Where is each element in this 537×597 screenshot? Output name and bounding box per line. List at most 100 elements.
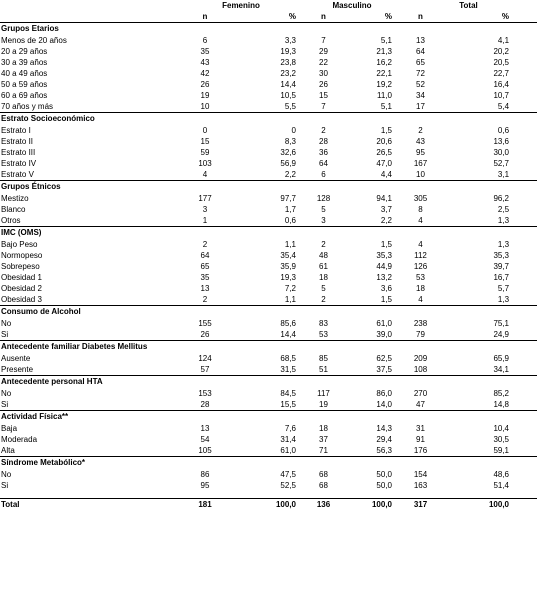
cell-percent: 23,2 bbox=[280, 68, 296, 78]
table-row: 30 a 39 años 43 23,8 22 16,2 65 20,5 bbox=[0, 57, 537, 68]
cell-percent: 0,6 bbox=[284, 215, 296, 225]
table-row: 20 a 29 años 35 19,3 29 21,3 64 20,2 bbox=[0, 46, 537, 57]
table-row: 50 a 59 años 26 14,4 26 19,2 52 16,4 bbox=[0, 79, 537, 90]
cell-n: 7 bbox=[321, 101, 326, 111]
cell-percent: 14,3 bbox=[376, 423, 392, 433]
cell-n: 29 bbox=[319, 46, 328, 56]
cell-percent: 16,7 bbox=[493, 272, 510, 282]
table-row: Moderada 54 31,4 37 29,4 91 30,5 bbox=[0, 434, 537, 445]
section-header-row: Grupos Étnicos bbox=[0, 180, 537, 193]
cell-percent: 20,2 bbox=[493, 46, 510, 56]
cell-percent: 14,0 bbox=[376, 399, 392, 409]
cell-percent: 14,8 bbox=[493, 399, 510, 409]
cell-n: 26 bbox=[319, 79, 328, 89]
table-row: No 86 47,5 68 50,0 154 48,6 bbox=[0, 469, 537, 480]
row-label: 20 a 29 años bbox=[1, 46, 48, 56]
cell-percent: 1,5 bbox=[380, 294, 392, 304]
table-row: Obesidad 3 2 1,1 2 1,5 4 1,3 bbox=[0, 294, 537, 306]
cell-n: 112 bbox=[414, 250, 427, 260]
cell-n: 19 bbox=[319, 399, 328, 409]
table-row: Otros 1 0,6 3 2,2 4 1,3 bbox=[0, 215, 537, 227]
table-row: Estrato IV 103 56,9 64 47,0 167 52,7 bbox=[0, 158, 537, 169]
cell-percent: 52,5 bbox=[280, 480, 296, 490]
section-title: Antecedente personal HTA bbox=[0, 375, 537, 388]
row-label: Si bbox=[1, 480, 9, 490]
cell-percent: 20,6 bbox=[376, 136, 392, 146]
cell-percent: 14,4 bbox=[280, 79, 296, 89]
cell-percent: 85,6 bbox=[280, 318, 296, 328]
header-sub: % bbox=[232, 11, 304, 23]
cell-n: 53 bbox=[319, 329, 328, 339]
cell-percent: 59,1 bbox=[493, 445, 510, 455]
cell-percent: 31,4 bbox=[280, 434, 296, 444]
cell-percent: 62,5 bbox=[376, 353, 392, 363]
cell-n: 6 bbox=[202, 35, 208, 45]
cell-percent: 10,7 bbox=[493, 90, 510, 100]
cell-percent: 11,0 bbox=[377, 90, 392, 100]
cell-percent: 10,4 bbox=[493, 423, 510, 433]
cell-percent: 61,0 bbox=[376, 318, 392, 328]
cell-percent: 19,2 bbox=[376, 79, 392, 89]
cell-percent: 26,5 bbox=[376, 147, 392, 157]
section-header-row: Antecedente personal HTA bbox=[0, 375, 537, 388]
row-label: Obesidad 3 bbox=[1, 294, 42, 304]
section-title: Antecedente familiar Diabetes Mellitus bbox=[0, 340, 537, 353]
cell-percent: 30,0 bbox=[493, 147, 510, 157]
cell-n: 154 bbox=[413, 469, 428, 479]
section-header-row: Síndrome Metabólico* bbox=[0, 456, 537, 469]
cell-percent: 0,6 bbox=[497, 125, 510, 135]
table-row: Obesidad 2 13 7,2 5 3,6 18 5,7 bbox=[0, 283, 537, 294]
cell-percent: 1,3 bbox=[497, 215, 510, 225]
cell-percent: 34,1 bbox=[493, 364, 510, 374]
cell-n: 153 bbox=[198, 388, 212, 398]
table-row: Mestizo 177 97,7 128 94,1 305 96,2 bbox=[0, 193, 537, 204]
cell-percent: 2,2 bbox=[284, 169, 296, 179]
cell-n: 68 bbox=[319, 480, 328, 490]
row-label: Menos de 20 años bbox=[1, 35, 67, 45]
table-row: Estrato V 4 2,2 6 4,4 10 3,1 bbox=[0, 169, 537, 181]
cell-percent: 84,5 bbox=[280, 388, 296, 398]
cell-percent: 22,1 bbox=[376, 68, 392, 78]
total-row: Total 181 100,0 136 100,0 317 100,0 bbox=[0, 498, 537, 510]
cell-percent: 2,2 bbox=[380, 215, 392, 225]
cell-n: 43 bbox=[200, 57, 210, 67]
row-label: Obesidad 2 bbox=[1, 283, 42, 293]
cell-n: 270 bbox=[413, 388, 428, 398]
cell-n: 8 bbox=[418, 204, 423, 214]
section-title: Grupos Etarios bbox=[0, 22, 537, 35]
cell-n: 177 bbox=[198, 193, 212, 203]
cell-n: 65 bbox=[416, 57, 425, 67]
table-row: Si 26 14,4 53 39,0 79 24,9 bbox=[0, 329, 537, 341]
cell-n: 5 bbox=[321, 204, 326, 214]
cell-n: 155 bbox=[198, 318, 212, 328]
cell-n: 64 bbox=[416, 46, 425, 56]
cell-percent: 19,3 bbox=[280, 272, 296, 282]
header-group-row: Femenino Masculino Total bbox=[0, 0, 537, 11]
section-header-row: IMC (OMS) bbox=[0, 226, 537, 239]
section-header-row: Grupos Etarios bbox=[0, 22, 537, 35]
cell-percent: 32,6 bbox=[280, 147, 296, 157]
section-header-row: Actividad Física** bbox=[0, 410, 537, 423]
cell-n: 117 bbox=[317, 388, 330, 398]
cell-percent: 100,0 bbox=[343, 498, 400, 510]
cell-percent: 35,9 bbox=[280, 261, 296, 271]
cell-n: 2 bbox=[321, 239, 326, 249]
cell-n: 53 bbox=[416, 272, 425, 282]
cell-percent: 47,5 bbox=[280, 469, 296, 479]
cell-percent: 30,5 bbox=[493, 434, 510, 444]
cell-n: 13 bbox=[200, 423, 210, 433]
cell-n: 15 bbox=[200, 136, 210, 146]
cell-n: 64 bbox=[200, 250, 210, 260]
cell-percent: 35,3 bbox=[493, 250, 510, 260]
cell-n: 136 bbox=[304, 498, 343, 510]
cell-n: 103 bbox=[198, 158, 212, 168]
cell-n: 18 bbox=[416, 283, 425, 293]
header-sub-row: n % n % n % bbox=[0, 11, 537, 23]
cell-percent: 85,2 bbox=[493, 388, 510, 398]
cell-percent: 20,5 bbox=[493, 57, 510, 67]
cell-percent: 51,4 bbox=[493, 480, 510, 490]
cell-n: 61 bbox=[319, 261, 328, 271]
cell-percent: 31,5 bbox=[280, 364, 296, 374]
cell-percent: 39,7 bbox=[493, 261, 510, 271]
cell-percent: 1,3 bbox=[497, 239, 510, 249]
